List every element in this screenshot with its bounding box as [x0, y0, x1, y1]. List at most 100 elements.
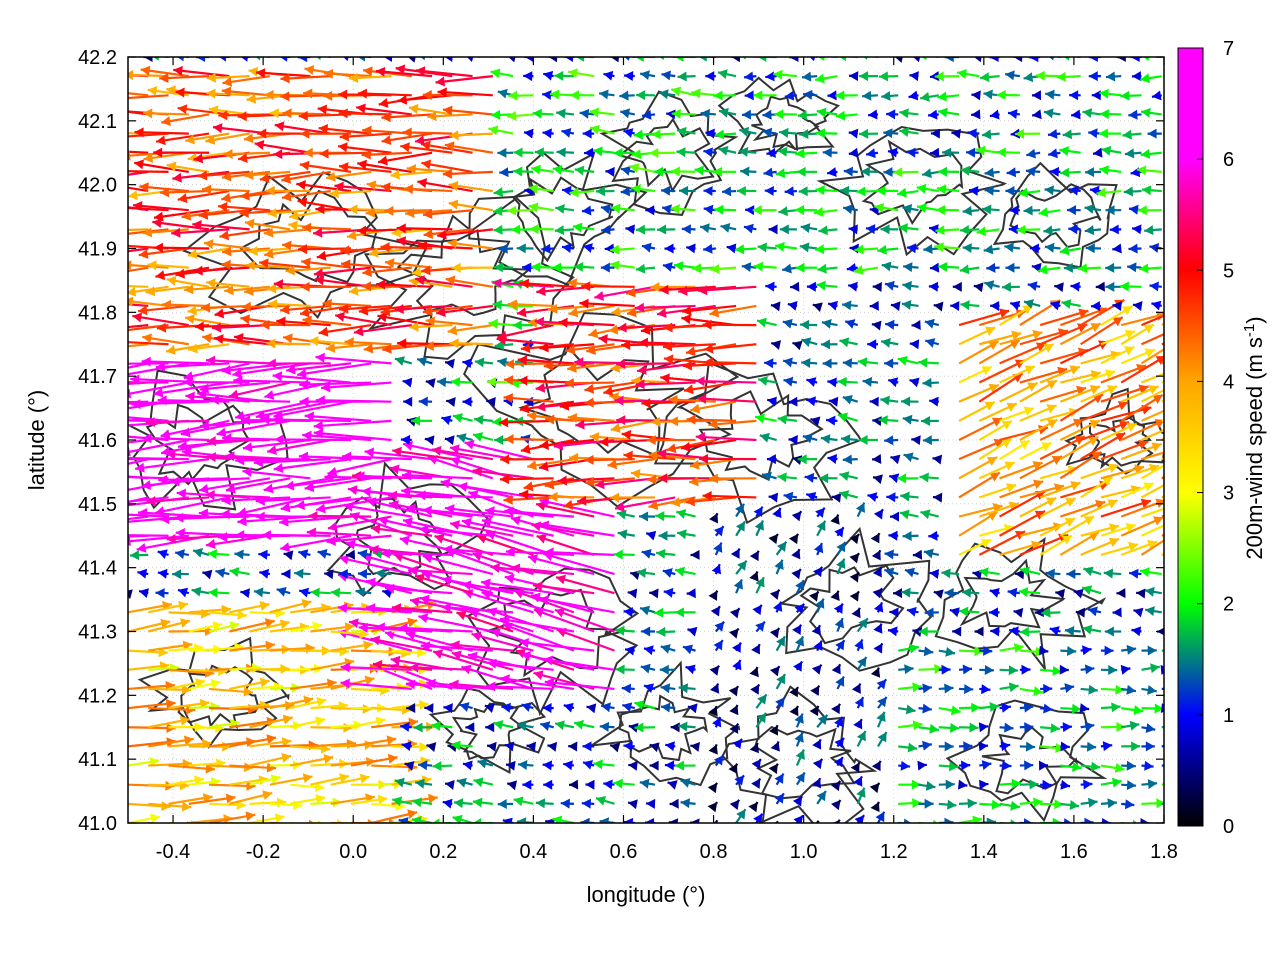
wind-arrow-head	[917, 760, 927, 771]
wind-arrow-shaft	[398, 626, 473, 633]
wind-arrow-head	[317, 104, 328, 115]
wind-arrow-head	[839, 57, 847, 62]
wind-arrow-head	[51, 514, 60, 524]
wind-arrow-head	[1123, 186, 1134, 197]
wind-arrow-head	[843, 166, 854, 177]
wind-arrow-head	[369, 544, 379, 555]
wind-arrow-head	[1126, 644, 1137, 655]
wind-arrow-head	[235, 530, 245, 541]
wind-arrow-head	[205, 763, 215, 774]
wind-arrow-shaft	[358, 626, 433, 633]
wind-arrow-head	[918, 357, 928, 368]
wind-arrow-head	[1099, 109, 1109, 120]
wind-arrow-head	[801, 357, 811, 368]
wind-arrow-head	[493, 187, 504, 198]
wind-arrow-head	[707, 782, 718, 794]
colorbar-gradient	[1177, 47, 1204, 827]
wind-arrow-head	[166, 533, 176, 544]
wind-arrow-head	[403, 184, 414, 195]
wind-arrow-head	[269, 108, 279, 119]
wind-arrow-head	[440, 478, 451, 489]
wind-arrow-head	[1059, 664, 1069, 675]
wind-arrow-head	[815, 598, 825, 609]
wind-arrow-head	[686, 588, 696, 599]
wind-arrow-head	[1095, 499, 1106, 510]
wind-arrow-head	[933, 589, 944, 600]
wind-arrow-head	[1064, 818, 1073, 823]
wind-arrow-head	[816, 280, 826, 291]
wind-arrow-head	[858, 434, 868, 445]
wind-arrow-head	[813, 543, 824, 554]
wind-arrow-head	[1041, 607, 1051, 618]
wind-arrow-head	[794, 713, 804, 724]
wind-arrow-head	[377, 794, 388, 805]
wind-arrow-head	[394, 356, 405, 366]
wind-arrow-head	[451, 650, 462, 661]
wind-arrow-head	[833, 716, 844, 728]
wind-arrow-head	[717, 69, 728, 80]
wind-arrow-head	[1013, 643, 1024, 653]
wind-arrow-head	[712, 717, 722, 728]
wind-arrow-head	[1151, 300, 1162, 311]
wind-arrow-head	[816, 520, 826, 532]
wind-arrow-head	[853, 719, 863, 730]
x-tick-label: 0.4	[519, 841, 547, 863]
wind-arrow-head	[554, 70, 564, 81]
wind-arrow-head	[443, 703, 453, 714]
wind-arrow-head	[425, 378, 436, 388]
wind-arrow-head	[444, 435, 455, 446]
wind-arrow-head	[432, 761, 442, 771]
wind-arrow-head	[900, 491, 910, 502]
wind-arrow-head	[298, 110, 308, 121]
wind-arrow-head	[1165, 684, 1174, 694]
wind-arrow-head	[840, 434, 851, 445]
wind-arrow-head	[869, 396, 879, 407]
x-tick-label: 1.4	[970, 841, 998, 863]
wind-arrow-head	[924, 318, 935, 329]
wind-arrow-head	[912, 798, 922, 809]
wind-arrow-head	[794, 205, 805, 216]
wind-arrow-head	[155, 270, 166, 281]
wind-arrow-head	[282, 714, 293, 725]
wind-arrow-head	[338, 89, 348, 100]
wind-arrow-shaft	[315, 496, 392, 511]
wind-arrow-head	[100, 269, 110, 279]
wind-arrow-head	[643, 645, 654, 656]
wind-arrow-head	[756, 317, 767, 328]
contour-line	[326, 461, 489, 597]
wind-arrow-head	[1131, 741, 1141, 752]
wind-arrow-head	[113, 203, 122, 213]
wind-arrow-head	[806, 281, 816, 292]
colorbar-tick-label: 1	[1223, 705, 1234, 727]
wind-arrow-head	[1066, 646, 1077, 657]
wind-arrow-head	[584, 454, 594, 465]
wind-arrow-head	[487, 658, 497, 669]
wind-arrow-shaft	[538, 597, 615, 614]
wind-arrow-head	[266, 734, 277, 745]
wind-arrow-head	[139, 588, 149, 598]
contour-line	[451, 702, 522, 760]
wind-arrow-head	[512, 320, 522, 331]
wind-arrow-head	[779, 224, 789, 235]
wind-arrow-head	[1090, 300, 1101, 311]
wind-arrow-head	[316, 696, 327, 707]
wind-arrow-head	[937, 91, 947, 102]
wind-arrow-head	[755, 577, 765, 588]
wind-arrow-head	[654, 607, 664, 618]
wind-arrow-head	[996, 147, 1006, 158]
wind-arrow-head	[728, 628, 739, 639]
wind-arrow-head	[641, 242, 652, 253]
wind-arrow-head	[733, 579, 743, 590]
wind-arrow-head	[661, 185, 671, 196]
wind-arrow-head	[845, 319, 856, 329]
wind-arrow-head	[1043, 683, 1053, 694]
wind-arrow-head	[255, 495, 265, 506]
wind-arrow-shaft	[539, 522, 615, 537]
wind-arrow-head	[338, 568, 348, 579]
wind-arrow-head	[854, 815, 865, 823]
wind-arrow-shaft	[128, 419, 149, 422]
wind-arrow-head	[137, 568, 148, 579]
wind-arrow-head	[820, 339, 831, 350]
wind-arrow-head	[628, 722, 639, 733]
wind-arrow-head	[753, 813, 763, 823]
